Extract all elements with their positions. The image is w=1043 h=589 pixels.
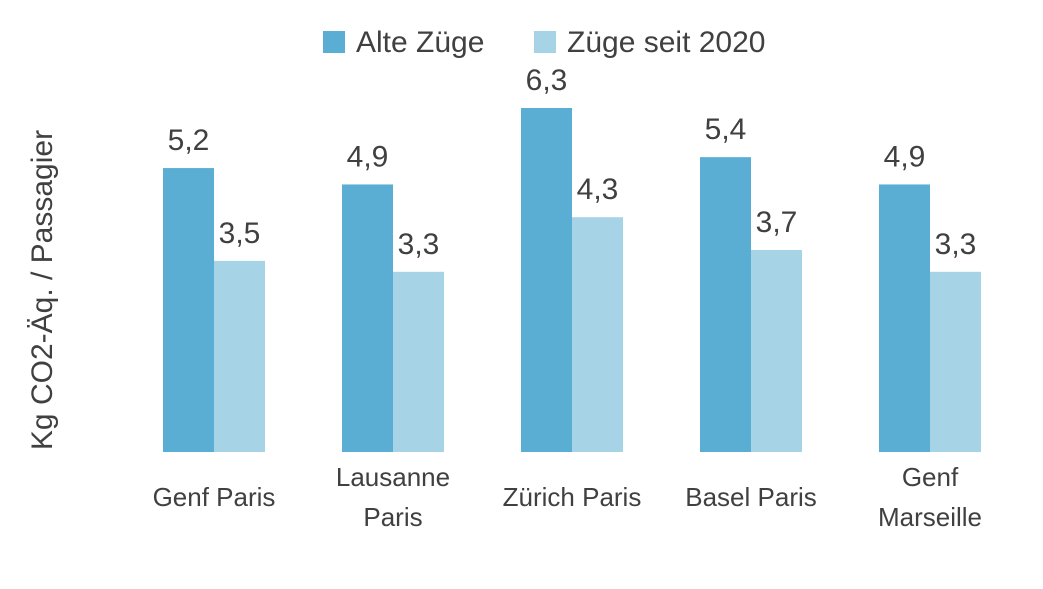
category-label-3: Zürich Paris <box>503 482 642 512</box>
value-label-2-3: 4,3 <box>577 173 619 206</box>
legend-label-1: Alte Züge <box>356 26 484 59</box>
legend-swatch-2 <box>534 31 556 53</box>
category-label-2: Lausanne Paris <box>336 462 450 532</box>
bar-1-1 <box>163 168 214 453</box>
category-label-4: Basel Paris <box>685 482 817 512</box>
legend-swatch-1 <box>323 31 345 53</box>
bar-1-3 <box>521 108 572 452</box>
category-labels: Genf Paris Lausanne Paris Zürich Paris Basel… <box>153 462 982 532</box>
value-label-2-4: 3,7 <box>756 206 798 239</box>
legend: Alte Züge Züge seit 2020 <box>323 26 765 59</box>
value-label-2-1: 3,5 <box>219 217 261 250</box>
value-label-1-3: 6,3 <box>526 64 568 97</box>
bar-2-4 <box>751 249 802 452</box>
value-labels: 5,2 3,5 4,9 3,3 6,3 4,3 5,4 3,7 4,9 3,3 <box>168 64 977 261</box>
y-axis-label: Kg CO2-Äq. / Passagier <box>26 130 59 450</box>
bar-2-1 <box>214 260 265 452</box>
bars <box>163 108 981 453</box>
category-label-1: Genf Paris <box>153 482 276 512</box>
bar-1-4 <box>700 157 751 452</box>
bar-2-2 <box>393 271 444 452</box>
value-label-2-2: 3,3 <box>398 228 440 261</box>
value-label-2-5: 3,3 <box>935 228 977 261</box>
bar-2-3 <box>572 217 623 452</box>
category-label-5: Genf Marseille <box>878 462 982 532</box>
value-label-1-5: 4,9 <box>884 140 926 173</box>
bar-1-2 <box>342 184 393 452</box>
value-label-1-1: 5,2 <box>168 124 210 157</box>
value-label-1-2: 4,9 <box>347 140 389 173</box>
value-label-1-4: 5,4 <box>705 113 747 146</box>
bar-2-5 <box>930 271 981 452</box>
legend-label-2: Züge seit 2020 <box>567 26 765 59</box>
bar-1-5 <box>879 184 930 452</box>
